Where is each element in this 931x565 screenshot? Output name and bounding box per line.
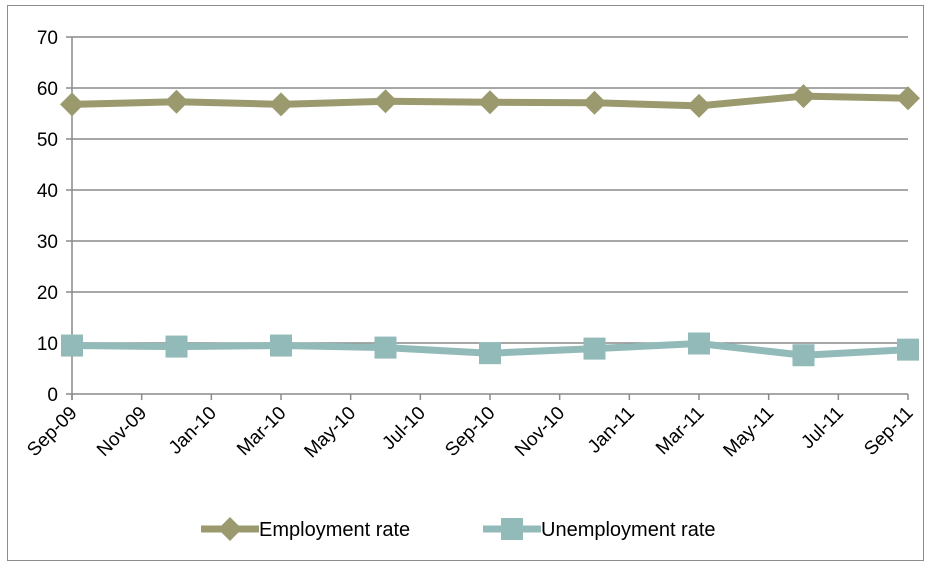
data-point: [374, 336, 397, 359]
y-tick-label: 10: [37, 334, 58, 355]
y-tick-label: 20: [37, 283, 58, 304]
data-point: [897, 338, 919, 361]
legend-label: Unemployment rate: [541, 519, 716, 541]
x-tick-label: Mar-11: [652, 403, 708, 459]
data-point: [582, 90, 607, 115]
y-tick-label: 50: [37, 130, 58, 151]
y-tick-label: 70: [37, 28, 58, 49]
data-point: [165, 335, 188, 358]
data-point: [583, 337, 606, 360]
y-tick-label: 40: [37, 181, 58, 202]
x-tick-label: Jul-11: [797, 403, 847, 453]
legend: Employment rate Unemployment rate: [201, 517, 716, 541]
data-point: [478, 90, 502, 115]
data-point: [896, 86, 920, 111]
series: [60, 84, 920, 367]
y-tick-label: 30: [37, 232, 58, 253]
x-tick-label: Sep-10: [441, 403, 499, 461]
data-point: [61, 334, 83, 357]
x-tick-label: Jan-10: [165, 403, 221, 459]
x-tick-label: Jan-11: [584, 403, 639, 458]
data-point: [479, 342, 501, 365]
legend-label: Employment rate: [259, 519, 410, 541]
y-tick-label: 60: [37, 79, 58, 100]
data-point: [60, 92, 84, 117]
legend-marker: [501, 518, 523, 540]
series-unemployment-rate: [61, 332, 919, 367]
y-tick-label: 0: [47, 385, 58, 406]
series-employment-rate: [60, 84, 920, 118]
data-point: [687, 93, 711, 118]
data-point: [373, 89, 398, 114]
x-tick-label: Sep-09: [23, 403, 81, 461]
data-point: [270, 334, 292, 357]
data-point: [792, 344, 815, 367]
legend-marker: [218, 517, 242, 541]
gridlines: [72, 36, 908, 344]
x-tick-label: Nov-10: [511, 403, 569, 461]
data-point: [269, 92, 293, 117]
legend-item-unemployment-rate: Unemployment rate: [483, 518, 716, 541]
x-tick-label: Mar-10: [233, 403, 290, 460]
x-tick-label: Sep-11: [860, 403, 917, 460]
data-point: [791, 84, 816, 109]
data-point: [688, 332, 710, 355]
data-point: [164, 89, 189, 114]
legend-item-employment-rate: Employment rate: [201, 517, 410, 541]
x-tick-label: Nov-09: [93, 403, 151, 461]
x-tick-label: Jul-10: [378, 403, 429, 454]
x-tick-label: May-11: [720, 403, 779, 462]
x-tick-label: May-10: [301, 403, 361, 463]
